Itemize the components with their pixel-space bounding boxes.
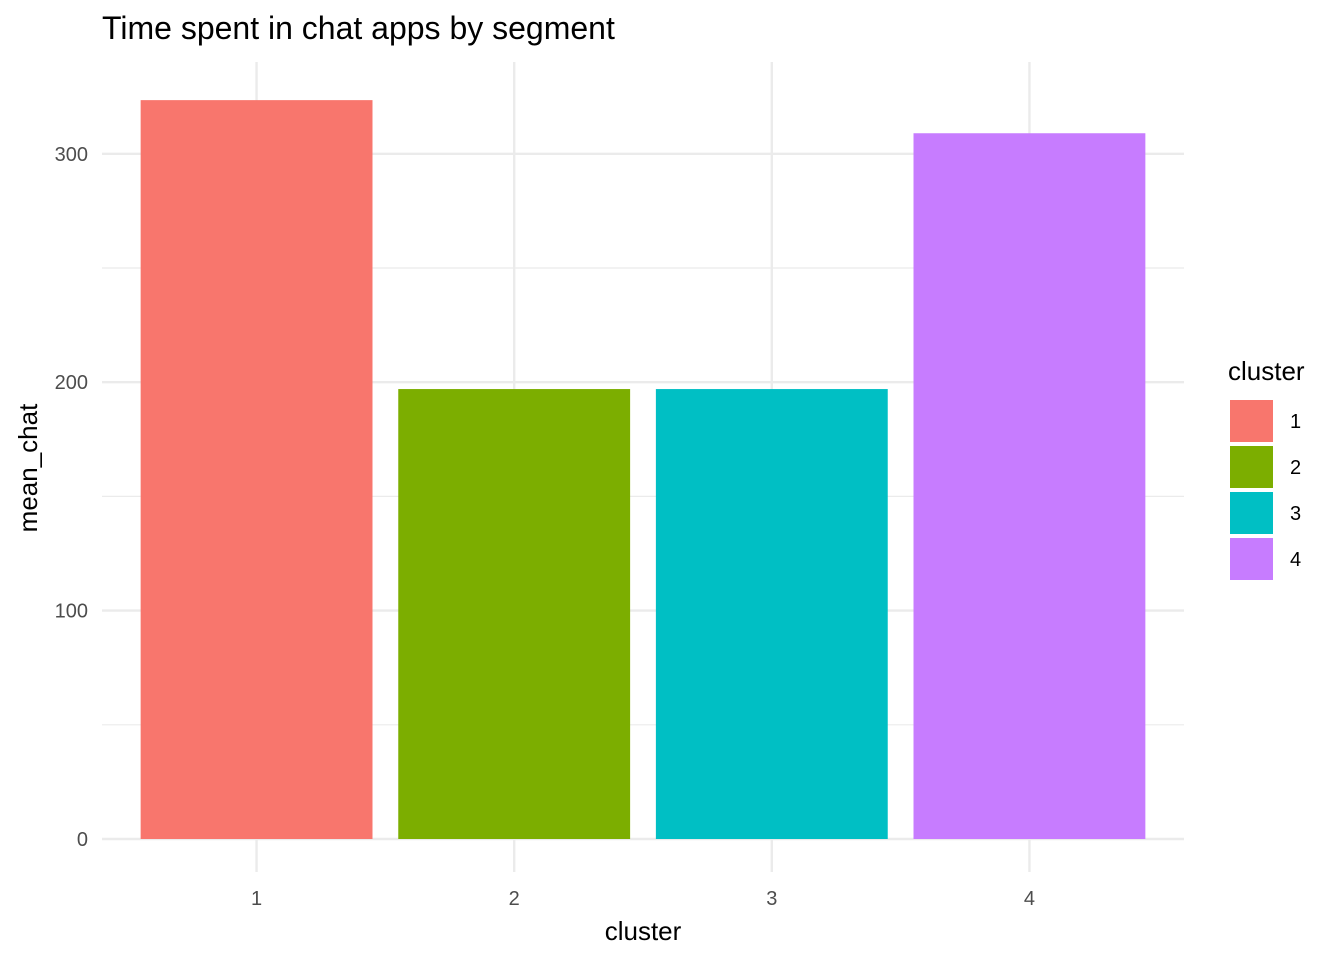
legend-swatch-3 bbox=[1230, 492, 1273, 534]
legend-title: cluster bbox=[1228, 356, 1305, 386]
x-tick-label: 2 bbox=[509, 888, 520, 910]
y-tick-label: 100 bbox=[55, 601, 88, 623]
legend-label-2: 2 bbox=[1290, 457, 1301, 479]
legend-swatch-2 bbox=[1230, 446, 1273, 488]
chart-title: Time spent in chat apps by segment bbox=[102, 10, 615, 46]
bar-cluster-1 bbox=[140, 100, 373, 840]
bar-cluster-4 bbox=[913, 133, 1146, 839]
bars bbox=[140, 100, 1146, 840]
legend: 1 2 3 4 bbox=[1230, 400, 1301, 580]
legend-label-1: 1 bbox=[1290, 411, 1301, 433]
bar-cluster-2 bbox=[398, 389, 631, 839]
y-tick-label: 200 bbox=[55, 372, 88, 394]
y-axis-title: mean_chat bbox=[13, 403, 43, 532]
y-axis-ticks: 0 100 200 300 bbox=[55, 144, 88, 851]
legend-label-3: 3 bbox=[1290, 503, 1301, 525]
x-tick-label: 1 bbox=[251, 888, 262, 910]
x-axis-title: cluster bbox=[605, 916, 682, 946]
legend-swatch-4 bbox=[1230, 538, 1273, 580]
legend-label-4: 4 bbox=[1290, 549, 1301, 571]
legend-swatch-1 bbox=[1230, 400, 1273, 442]
x-tick-label: 3 bbox=[766, 888, 777, 910]
x-tick-label: 4 bbox=[1024, 888, 1035, 910]
x-axis-ticks: 1 2 3 4 bbox=[251, 888, 1035, 910]
y-tick-label: 0 bbox=[77, 829, 88, 851]
y-tick-label: 300 bbox=[55, 144, 88, 166]
bar-cluster-3 bbox=[655, 389, 888, 839]
